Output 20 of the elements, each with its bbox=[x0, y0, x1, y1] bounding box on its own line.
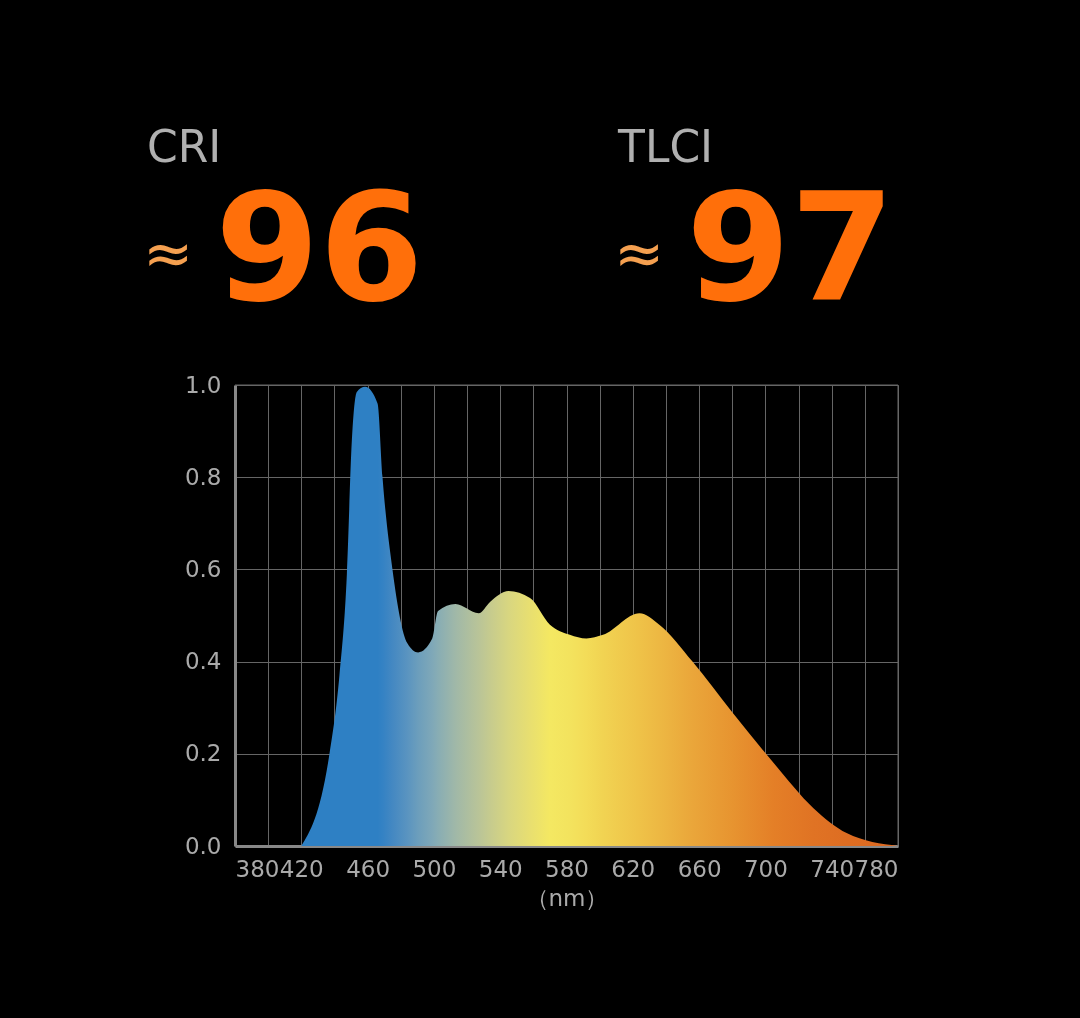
y-tick-label: 0.2 bbox=[184, 740, 222, 767]
text: CRI bbox=[147, 121, 222, 172]
x-tick-label: 380 bbox=[235, 855, 280, 882]
text: TLCI bbox=[617, 121, 714, 172]
x-tick-label: 780 bbox=[854, 855, 899, 882]
x-tick-label: 540 bbox=[478, 855, 523, 882]
y-tick-label: 0.6 bbox=[184, 555, 222, 582]
x-tick-label: 700 bbox=[743, 855, 788, 882]
x-tick-label: 460 bbox=[346, 855, 391, 882]
y-tick-label: 0.0 bbox=[184, 832, 222, 859]
y-tick-label: 0.8 bbox=[184, 463, 222, 490]
x-tick-label: 660 bbox=[677, 855, 722, 882]
x-axis-title: （nm） bbox=[525, 884, 609, 911]
x-tick-label: 620 bbox=[611, 855, 656, 882]
x-tick-label: 500 bbox=[412, 855, 457, 882]
y-tick-label: 1.0 bbox=[184, 371, 222, 398]
y-tick-label: 0.4 bbox=[184, 648, 222, 675]
x-tick-label: 580 bbox=[545, 855, 589, 882]
x-tick-label: 740 bbox=[810, 855, 855, 882]
x-tick-label: 420 bbox=[279, 855, 324, 882]
